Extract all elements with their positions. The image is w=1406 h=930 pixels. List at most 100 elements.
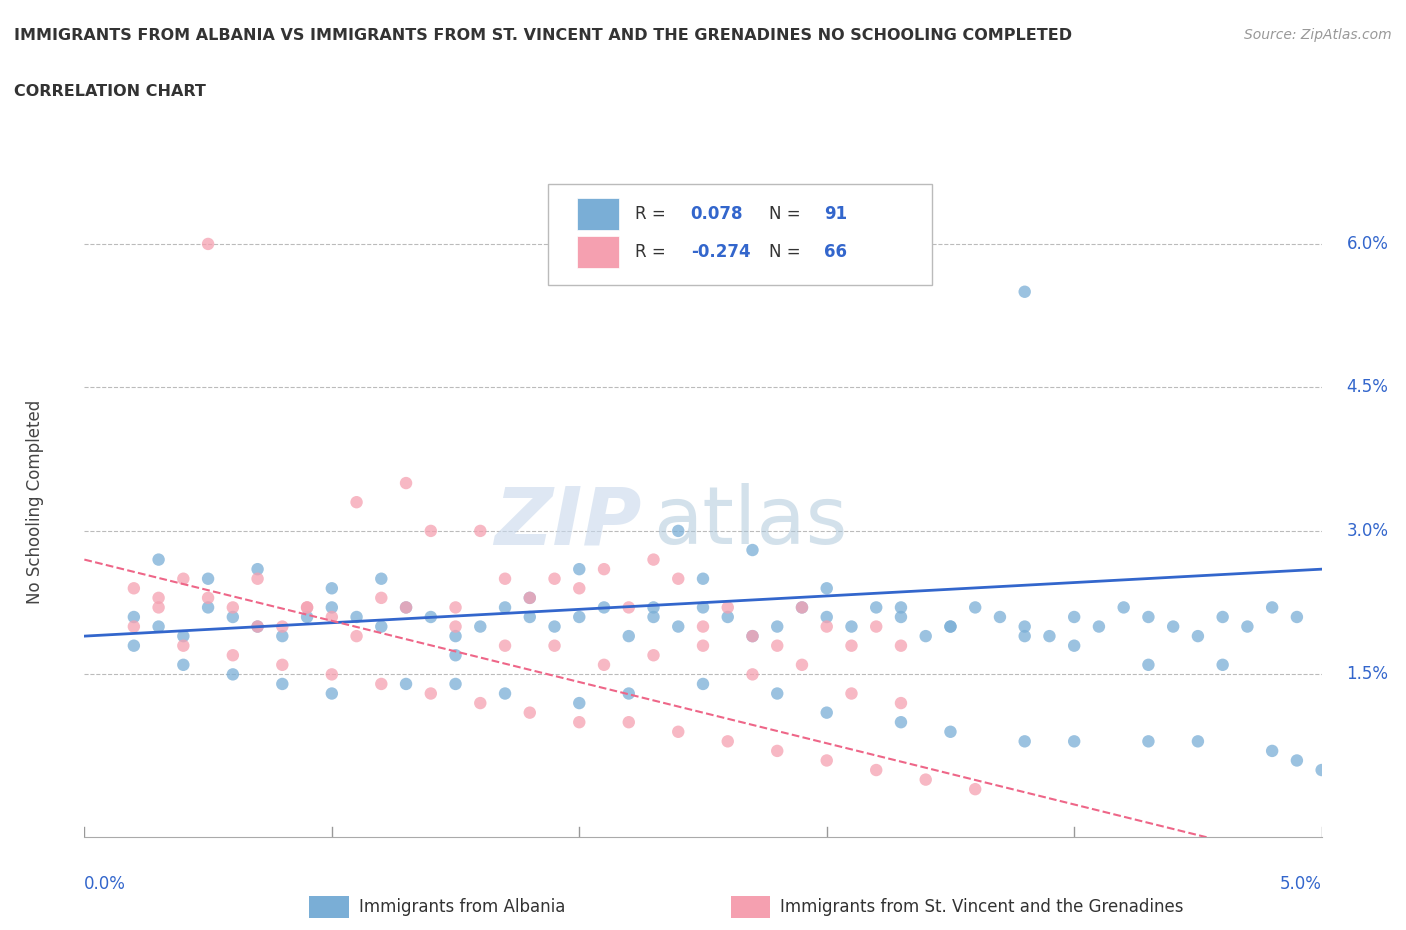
Point (593, 658, 616, 672)
Point (815, 753, 838, 768)
Point (295, 600, 318, 615)
Text: atlas: atlas (654, 484, 848, 562)
Point (519, 591, 541, 605)
Point (790, 658, 813, 672)
Point (643, 600, 665, 615)
Point (122, 619, 145, 634)
Point (568, 562, 591, 577)
Point (1161, 619, 1184, 634)
Point (717, 609, 740, 624)
Point (617, 715, 640, 730)
FancyBboxPatch shape (548, 184, 932, 285)
Point (148, 552, 170, 567)
Point (865, 763, 887, 777)
Point (741, 667, 763, 682)
Point (815, 609, 838, 624)
Point (1014, 734, 1036, 749)
Point (890, 638, 912, 653)
Point (568, 581, 591, 596)
Point (1063, 609, 1085, 624)
Text: CORRELATION CHART: CORRELATION CHART (14, 84, 205, 99)
Point (295, 600, 318, 615)
Point (444, 629, 467, 644)
Point (1112, 600, 1135, 615)
Point (1310, 763, 1333, 777)
Text: 1.5%: 1.5% (1347, 665, 1388, 684)
Point (890, 696, 912, 711)
Text: 66: 66 (824, 243, 848, 260)
Point (419, 524, 441, 538)
Point (692, 638, 714, 653)
Point (617, 686, 640, 701)
Point (692, 600, 714, 615)
Point (395, 600, 418, 615)
FancyBboxPatch shape (576, 235, 619, 268)
Point (617, 629, 640, 644)
Point (271, 658, 294, 672)
Point (395, 600, 418, 615)
Point (939, 724, 962, 739)
Point (271, 629, 294, 644)
Point (568, 609, 591, 624)
Point (766, 638, 789, 653)
Point (643, 648, 665, 663)
Point (172, 658, 194, 672)
Point (246, 619, 269, 634)
Point (841, 619, 863, 634)
Point (914, 772, 936, 787)
Point (172, 571, 194, 586)
Point (965, 782, 987, 797)
Point (395, 676, 418, 691)
Text: No Schooling Completed: No Schooling Completed (25, 400, 44, 604)
Text: N =: N = (769, 243, 806, 260)
Point (148, 600, 170, 615)
Point (321, 609, 343, 624)
Text: Immigrants from St. Vincent and the Grenadines: Immigrants from St. Vincent and the Gren… (780, 897, 1184, 916)
Text: 0.078: 0.078 (690, 206, 744, 223)
Text: 5.0%: 5.0% (1279, 875, 1322, 893)
Point (841, 686, 863, 701)
Point (222, 609, 245, 624)
Point (617, 600, 640, 615)
Text: 91: 91 (824, 206, 848, 223)
Point (766, 743, 789, 758)
Point (246, 571, 269, 586)
Point (519, 609, 541, 624)
Point (148, 591, 170, 605)
Point (271, 676, 294, 691)
Point (766, 686, 789, 701)
Point (841, 638, 863, 653)
Point (122, 581, 145, 596)
Point (222, 600, 245, 615)
Point (1212, 609, 1234, 624)
Point (890, 715, 912, 730)
Point (346, 629, 368, 644)
Point (766, 619, 789, 634)
Point (965, 600, 987, 615)
Text: 4.5%: 4.5% (1347, 379, 1388, 396)
Point (790, 600, 813, 615)
Point (370, 676, 392, 691)
Point (741, 629, 763, 644)
Point (271, 619, 294, 634)
Text: -0.274: -0.274 (690, 243, 751, 260)
Point (543, 638, 565, 653)
Point (865, 600, 887, 615)
Point (815, 705, 838, 720)
Point (666, 724, 689, 739)
Point (1014, 285, 1036, 299)
Point (741, 629, 763, 644)
Point (1088, 619, 1111, 634)
Text: Immigrants from Albania: Immigrants from Albania (359, 897, 565, 916)
Point (815, 619, 838, 634)
Point (692, 619, 714, 634)
Text: 0.0%: 0.0% (84, 875, 127, 893)
Point (890, 609, 912, 624)
Point (321, 667, 343, 682)
Point (444, 648, 467, 663)
Point (444, 619, 467, 634)
Point (519, 705, 541, 720)
Point (494, 600, 516, 615)
Text: ZIP: ZIP (494, 484, 641, 562)
Point (172, 638, 194, 653)
